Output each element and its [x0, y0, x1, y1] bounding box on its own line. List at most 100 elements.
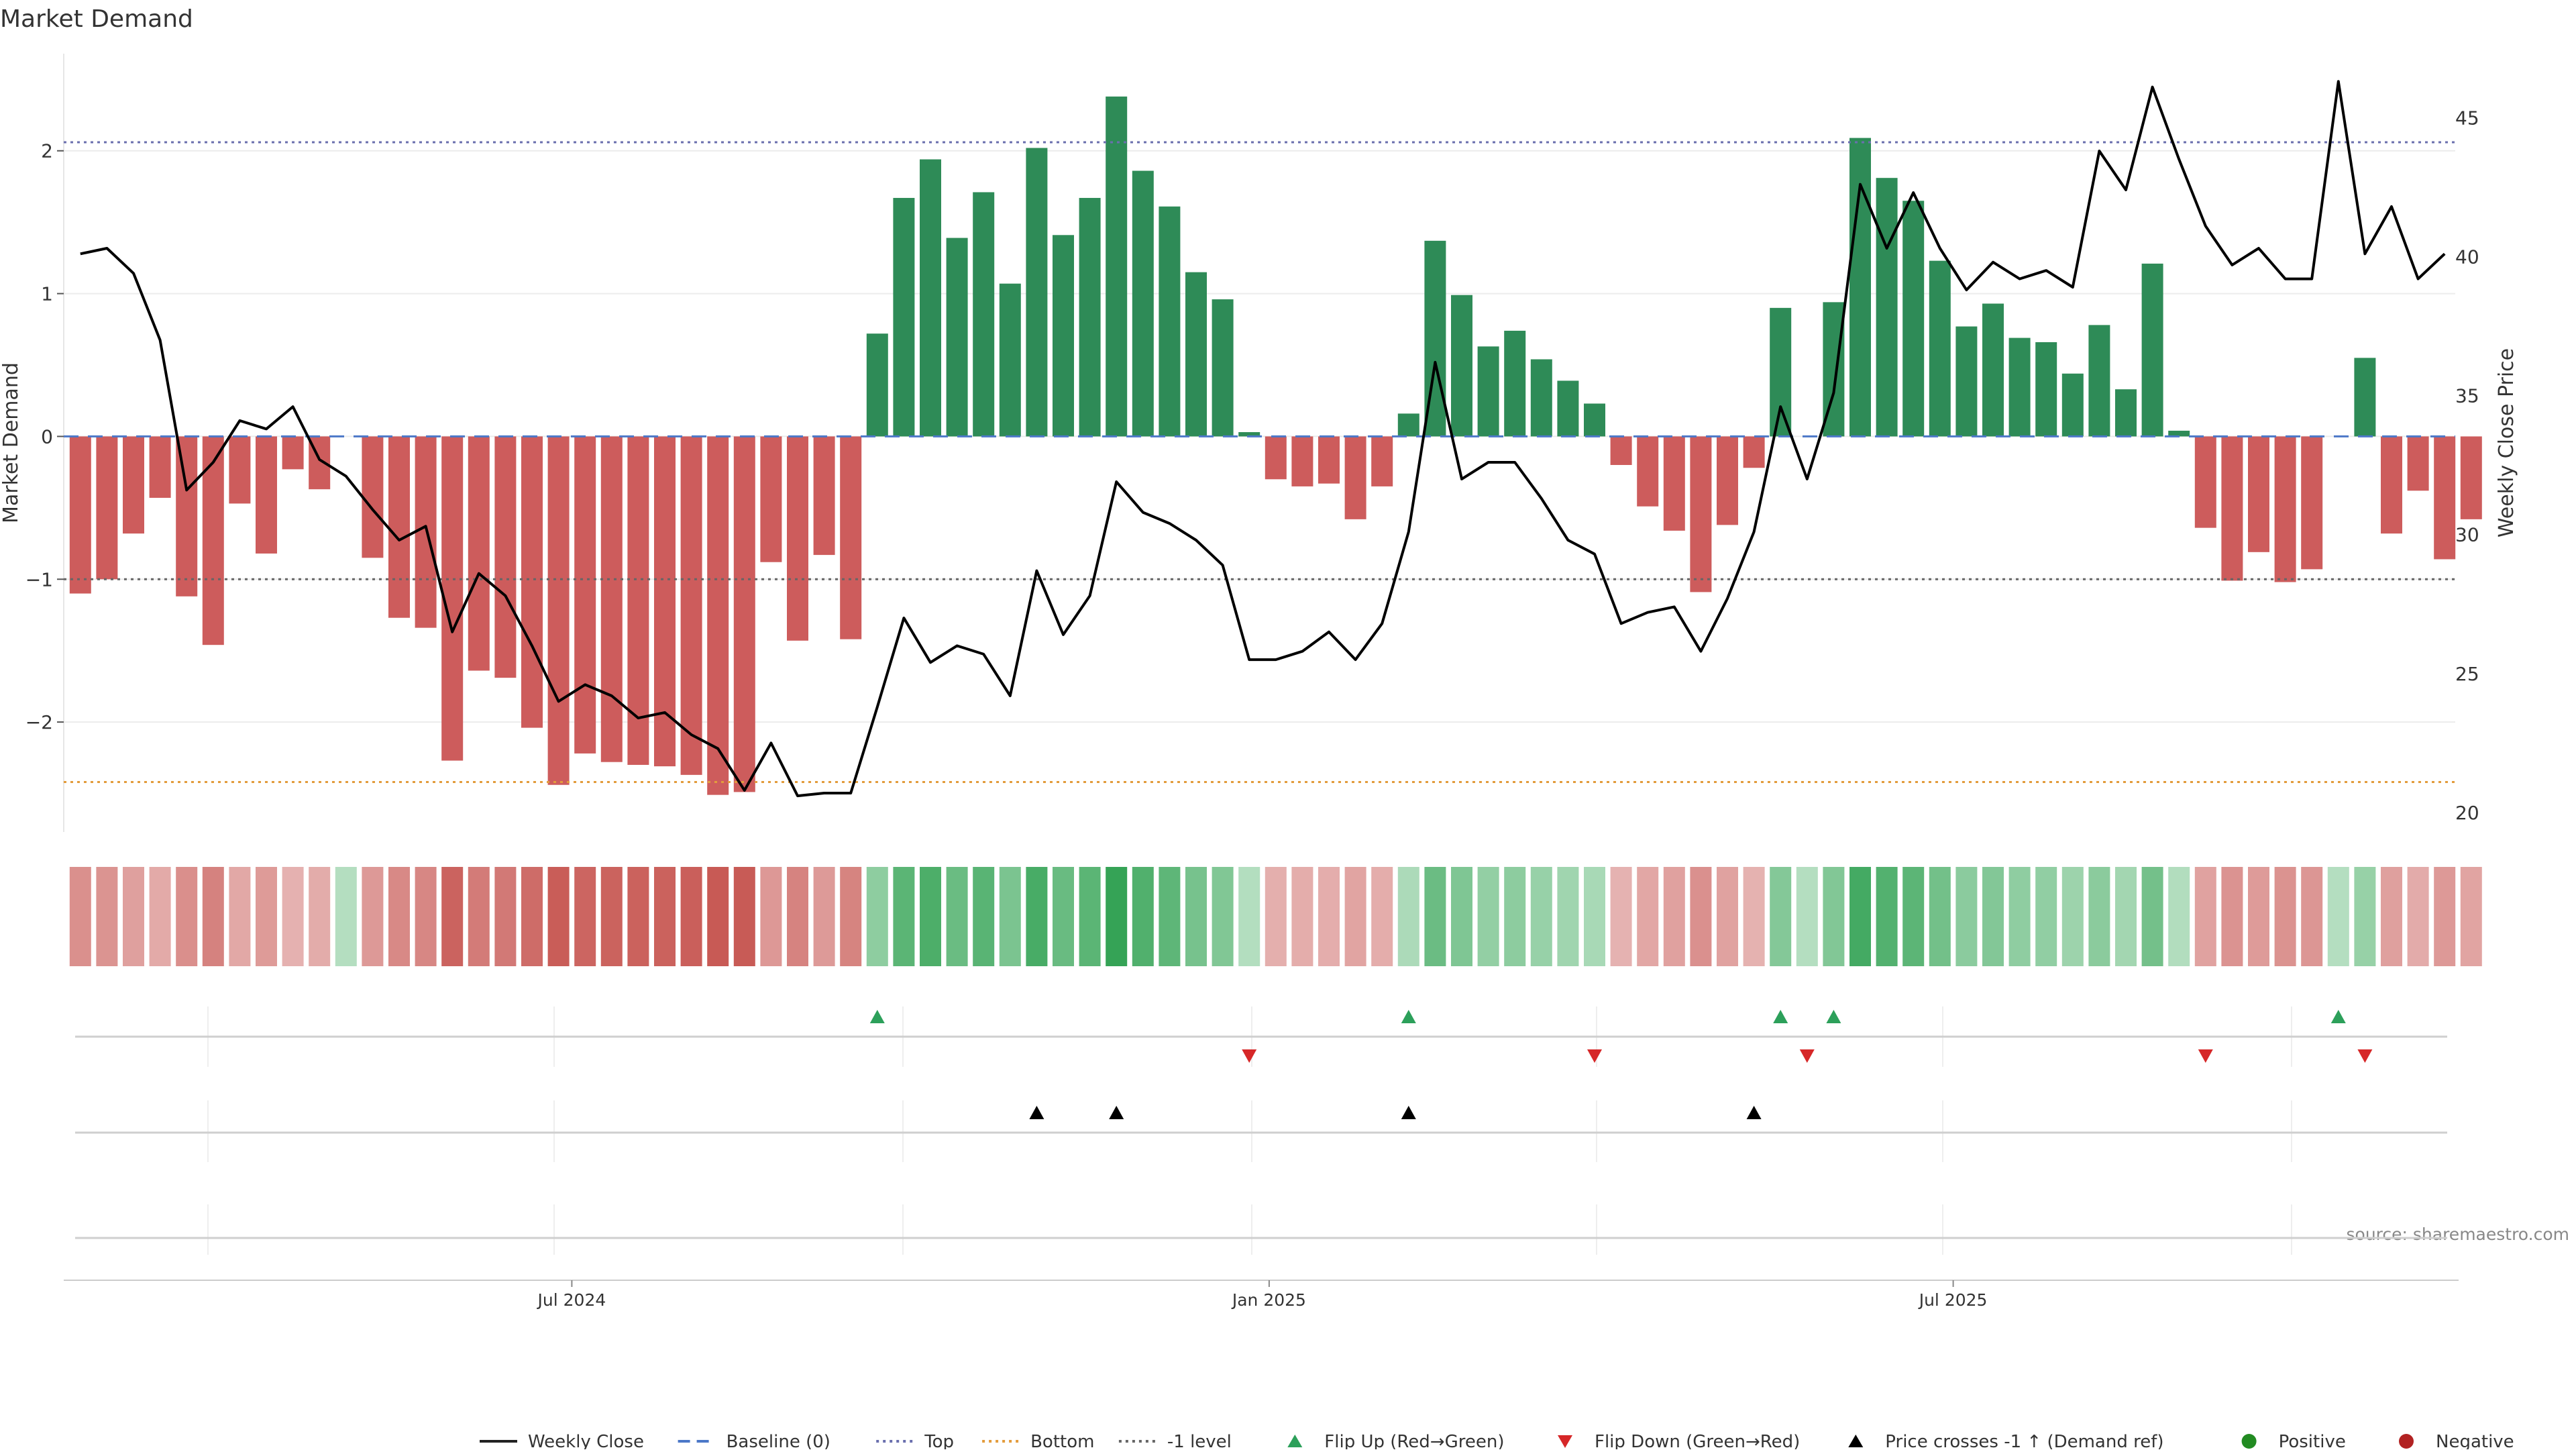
heat-cell	[547, 867, 570, 966]
heat-cell	[627, 867, 649, 966]
demand-bar	[1106, 96, 1128, 437]
demand-bar	[521, 436, 543, 728]
flip-up-marker	[2330, 1010, 2346, 1023]
demand-bar	[866, 333, 888, 437]
heat-cell	[1902, 867, 1925, 966]
demand-bar	[229, 436, 251, 504]
demand-bar	[654, 436, 676, 767]
heat-cell	[1663, 867, 1685, 966]
heat-cell	[1397, 867, 1419, 966]
heat-cell	[1371, 867, 1393, 966]
demand-bar	[1371, 436, 1393, 486]
demand-bar	[1212, 299, 1234, 437]
legend-item: Top	[876, 1432, 954, 1452]
x-tick-label: Jul 2024	[537, 1290, 606, 1310]
heat-cell	[2460, 867, 2482, 966]
demand-bar	[1397, 413, 1419, 437]
heat-cell	[441, 867, 464, 966]
demand-bar	[2274, 436, 2296, 582]
heat-cell	[123, 867, 144, 966]
weekly-close-line	[80, 80, 2446, 798]
demand-bar	[1982, 303, 2004, 437]
heat-cell	[256, 867, 277, 966]
demand-bar	[680, 436, 702, 775]
heat-cell	[2088, 867, 2110, 966]
heat-cell	[176, 867, 198, 966]
heat-cell	[2115, 867, 2137, 966]
heat-cell	[2168, 867, 2190, 966]
demand-bar	[999, 283, 1021, 437]
legend-swatch-circle	[2399, 1434, 2414, 1449]
x-axis: Jul 2024 Jan 2025 Jul 2025	[64, 1280, 2459, 1310]
demand-bar	[1557, 380, 1579, 437]
legend-item: Price crosses -1 ↑ (Demand ref)	[1848, 1432, 2164, 1452]
demand-bar	[1477, 346, 1499, 437]
y2-tick-label: 30	[2455, 524, 2479, 546]
flip-down-marker	[2357, 1049, 2373, 1063]
legend-label: Weekly Close	[528, 1432, 644, 1449]
legend-swatch-triangle-up	[1287, 1435, 1303, 1447]
demand-bar	[494, 436, 517, 678]
demand-bar	[415, 436, 437, 628]
heat-cell	[787, 867, 808, 966]
heat-cell	[1053, 867, 1074, 966]
legend-label: Top	[924, 1432, 954, 1449]
demand-bar	[840, 436, 862, 639]
demand-bar	[123, 436, 144, 534]
price-cross-panel	[75, 1106, 2447, 1134]
demand-bar	[2301, 436, 2323, 570]
y2-tick-label: 20	[2455, 802, 2479, 824]
heat-cell	[2301, 867, 2323, 966]
heat-cell	[813, 867, 835, 966]
demand-bar	[2221, 436, 2243, 581]
heat-cell	[309, 867, 331, 966]
y2-tick-label: 45	[2455, 107, 2479, 129]
demand-bar	[2248, 436, 2269, 552]
demand-bar	[547, 436, 570, 785]
demand-bar	[1185, 272, 1207, 437]
demand-bar	[1929, 260, 1951, 437]
demand-bar	[2008, 338, 2031, 437]
demand-bar	[733, 436, 755, 792]
price-cross-marker	[1746, 1106, 1762, 1119]
heat-cell	[521, 867, 543, 966]
demand-bar	[2407, 436, 2429, 491]
heat-cell	[1530, 867, 1552, 966]
demand-bar	[707, 436, 729, 795]
heat-cell	[680, 867, 702, 966]
demand-bar	[1132, 170, 1154, 437]
heat-cell	[335, 867, 357, 966]
legend-item: Weekly Close	[480, 1432, 644, 1452]
demand-bar	[2354, 358, 2376, 437]
y2-tick-label: 25	[2455, 663, 2479, 685]
legend-label: Positive	[2279, 1432, 2346, 1449]
demand-bar	[282, 436, 304, 470]
heat-cell	[1265, 867, 1287, 966]
demand-bar	[202, 436, 224, 645]
demand-bar	[920, 159, 941, 437]
flip-down-marker	[1799, 1049, 1815, 1063]
flip-up-marker	[869, 1010, 885, 1023]
demand-bar	[1318, 436, 1340, 484]
heat-cell	[2248, 867, 2269, 966]
legend-swatch-circle	[2241, 1434, 2257, 1449]
legend-item: Flip Up (Red→Green)	[1287, 1432, 1504, 1452]
price-line-group	[80, 80, 2446, 798]
heat-cell	[229, 867, 251, 966]
price-cross-marker	[1029, 1106, 1044, 1119]
flip-down-marker	[1587, 1049, 1602, 1063]
demand-bar	[2035, 342, 2057, 437]
heat-cell	[1318, 867, 1340, 966]
demand-bar	[1902, 201, 1925, 437]
heat-cell	[2327, 867, 2349, 966]
demand-bar	[1717, 436, 1738, 525]
demand-bar	[2061, 373, 2084, 437]
flip-up-marker	[1773, 1010, 1788, 1023]
demand-bar	[362, 436, 384, 558]
demand-bar	[1291, 436, 1313, 486]
heat-cell	[2141, 867, 2163, 966]
heat-cell	[1743, 867, 1765, 966]
flip-down-marker	[1242, 1049, 1257, 1063]
